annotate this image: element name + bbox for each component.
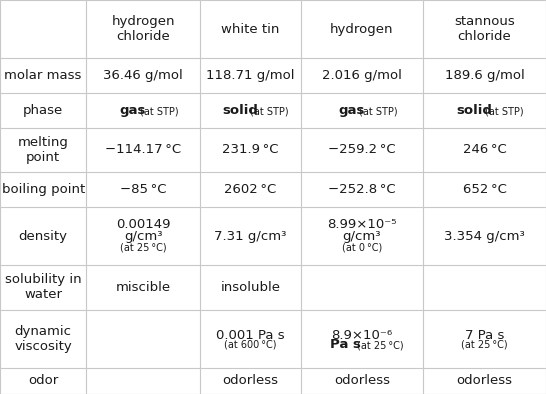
Text: gas: gas (120, 104, 146, 117)
Text: gas: gas (339, 104, 365, 117)
Text: (at STP): (at STP) (485, 107, 523, 117)
Text: 8.9×10⁻⁶: 8.9×10⁻⁶ (331, 329, 393, 342)
Text: −114.17 °C: −114.17 °C (105, 143, 181, 156)
Text: 118.71 g/mol: 118.71 g/mol (206, 69, 295, 82)
Text: white tin: white tin (221, 23, 280, 35)
Text: 189.6 g/mol: 189.6 g/mol (444, 69, 525, 82)
Text: density: density (19, 230, 68, 242)
Text: odor: odor (28, 375, 58, 387)
Text: hydrogen
chloride: hydrogen chloride (111, 15, 175, 43)
Text: hydrogen: hydrogen (330, 23, 394, 35)
Text: −259.2 °C: −259.2 °C (328, 143, 396, 156)
Text: g/cm³: g/cm³ (124, 230, 162, 242)
Text: 3.354 g/cm³: 3.354 g/cm³ (444, 230, 525, 242)
Text: stannous
chloride: stannous chloride (454, 15, 515, 43)
Text: 231.9 °C: 231.9 °C (222, 143, 278, 156)
Text: (at 25 °C): (at 25 °C) (120, 242, 167, 252)
Text: 0.001 Pa s: 0.001 Pa s (216, 329, 284, 342)
Text: solid: solid (456, 104, 492, 117)
Text: −252.8 °C: −252.8 °C (328, 183, 396, 196)
Text: molar mass: molar mass (4, 69, 82, 82)
Text: (at 600 °C): (at 600 °C) (224, 340, 277, 349)
Text: solubility in
water: solubility in water (5, 273, 81, 301)
Text: 0.00149: 0.00149 (116, 219, 170, 231)
Text: (at 25 °C): (at 25 °C) (461, 340, 508, 349)
Text: (at 25 °C): (at 25 °C) (357, 341, 403, 351)
Text: 7 Pa s: 7 Pa s (465, 329, 505, 342)
Text: (at 0 °C): (at 0 °C) (342, 242, 382, 252)
Text: 246 °C: 246 °C (462, 143, 507, 156)
Text: 652 °C: 652 °C (462, 183, 507, 196)
Text: 8.99×10⁻⁵: 8.99×10⁻⁵ (327, 219, 397, 231)
Text: dynamic
viscosity: dynamic viscosity (14, 325, 72, 353)
Text: (at STP): (at STP) (140, 107, 179, 117)
Text: Pa s: Pa s (330, 338, 361, 351)
Text: miscible: miscible (116, 281, 170, 294)
Text: melting
point: melting point (17, 136, 69, 164)
Text: solid: solid (222, 104, 258, 117)
Text: 36.46 g/mol: 36.46 g/mol (103, 69, 183, 82)
Text: g/cm³: g/cm³ (343, 230, 381, 242)
Text: odorless: odorless (456, 375, 513, 387)
Text: 2602 °C: 2602 °C (224, 183, 276, 196)
Text: (at STP): (at STP) (359, 107, 397, 117)
Text: (at STP): (at STP) (251, 107, 289, 117)
Text: −85 °C: −85 °C (120, 183, 167, 196)
Text: insoluble: insoluble (221, 281, 280, 294)
Text: phase: phase (23, 104, 63, 117)
Text: odorless: odorless (334, 375, 390, 387)
Text: odorless: odorless (222, 375, 278, 387)
Text: 7.31 g/cm³: 7.31 g/cm³ (214, 230, 287, 242)
Text: 2.016 g/mol: 2.016 g/mol (322, 69, 402, 82)
Text: boiling point: boiling point (2, 183, 85, 196)
